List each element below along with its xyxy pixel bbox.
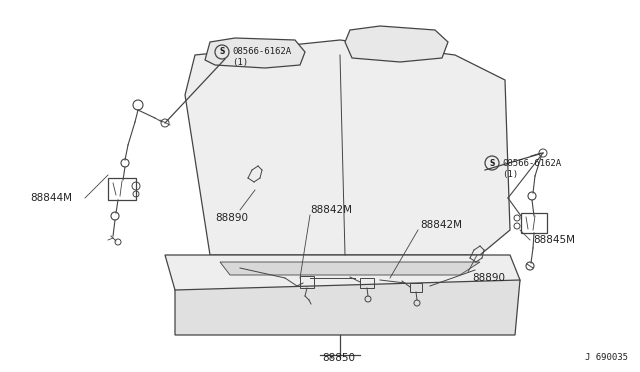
Bar [410, 283, 422, 292]
Polygon shape [205, 38, 305, 68]
Text: S: S [490, 158, 495, 167]
Text: 88890: 88890 [215, 213, 248, 223]
Text: 88844M: 88844M [30, 193, 72, 203]
Bar [521, 213, 547, 233]
Text: 88845M: 88845M [533, 235, 575, 245]
Text: (1): (1) [502, 170, 518, 179]
Polygon shape [185, 40, 510, 255]
Bar [108, 178, 136, 200]
Text: 88842M: 88842M [310, 205, 352, 215]
Text: 88842M: 88842M [420, 220, 462, 230]
Polygon shape [175, 280, 520, 335]
Text: 08566-6162A: 08566-6162A [232, 48, 291, 57]
Text: 88890: 88890 [472, 273, 505, 283]
Text: (1): (1) [232, 58, 248, 67]
Polygon shape [345, 26, 448, 62]
Text: J 690035: J 690035 [585, 353, 628, 362]
Bar [300, 276, 314, 288]
Polygon shape [220, 262, 480, 275]
Text: 88850: 88850 [322, 353, 355, 363]
Polygon shape [165, 255, 520, 330]
Text: 08566-6162A: 08566-6162A [502, 158, 561, 167]
Bar [360, 278, 374, 288]
Text: S: S [220, 48, 225, 57]
